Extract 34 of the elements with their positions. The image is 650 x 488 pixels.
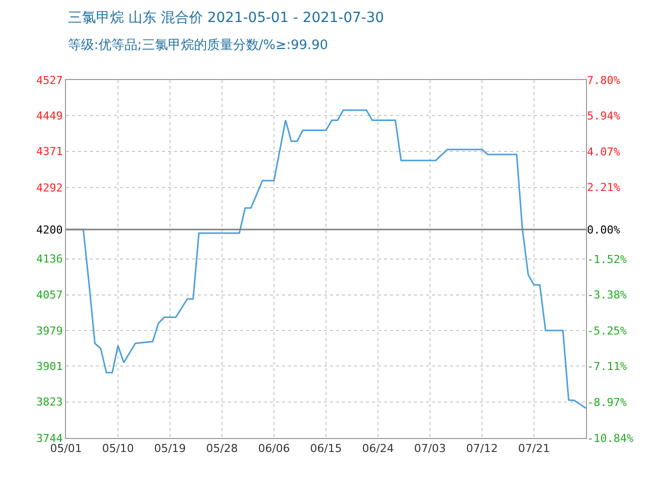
y2-tick-label: -3.38%	[587, 288, 628, 302]
x-tick-label: 05/19	[154, 442, 186, 456]
y2-tick-label: 4.07%	[587, 145, 620, 158]
y-tick-label: 4292	[36, 181, 63, 194]
x-tick-label: 05/28	[206, 442, 238, 456]
y-tick-label: 3901	[36, 360, 63, 374]
y-tick-label: 4057	[36, 288, 63, 302]
y2-tick-label: -8.97%	[587, 396, 628, 409]
y-tick-label: 4449	[36, 110, 63, 123]
x-tick-label: 06/24	[362, 442, 394, 456]
chart-title: 三氯甲烷 山东 混合价 2021-05-01 - 2021-07-30	[68, 10, 384, 26]
y2-tick-label: 7.80%	[587, 74, 620, 87]
x-tick-label: 07/03	[414, 442, 446, 456]
x-tick-label: 07/21	[518, 442, 550, 456]
y-tick-label: 4527	[36, 74, 63, 87]
y2-tick-label: -5.25%	[587, 324, 628, 338]
y2-tick-label: -1.52%	[587, 252, 628, 266]
x-tick-label: 07/12	[466, 442, 498, 456]
x-tick-label: 06/06	[258, 442, 290, 456]
y2-tick-label: 0.00%	[587, 224, 620, 237]
y-tick-label: 3979	[36, 324, 63, 338]
y2-tick-label: -10.84%	[587, 432, 634, 445]
y2-tick-label: 2.21%	[587, 181, 620, 194]
y2-tick-label: 5.94%	[587, 110, 620, 123]
y-tick-label: 4136	[36, 252, 63, 266]
x-tick-label: 06/15	[310, 442, 342, 456]
chart-subtitle: 等级:优等品;三氯甲烷的质量分数/%≥:99.90	[68, 38, 328, 53]
y-tick-label: 4371	[36, 145, 63, 158]
y2-tick-label: -7.11%	[587, 360, 628, 374]
y-tick-label: 3744	[36, 432, 64, 445]
y-tick-label: 3823	[36, 396, 63, 409]
x-tick-label: 05/10	[102, 442, 134, 456]
x-tick-label: 05/01	[50, 442, 82, 456]
y-tick-label: 4200	[36, 223, 63, 236]
